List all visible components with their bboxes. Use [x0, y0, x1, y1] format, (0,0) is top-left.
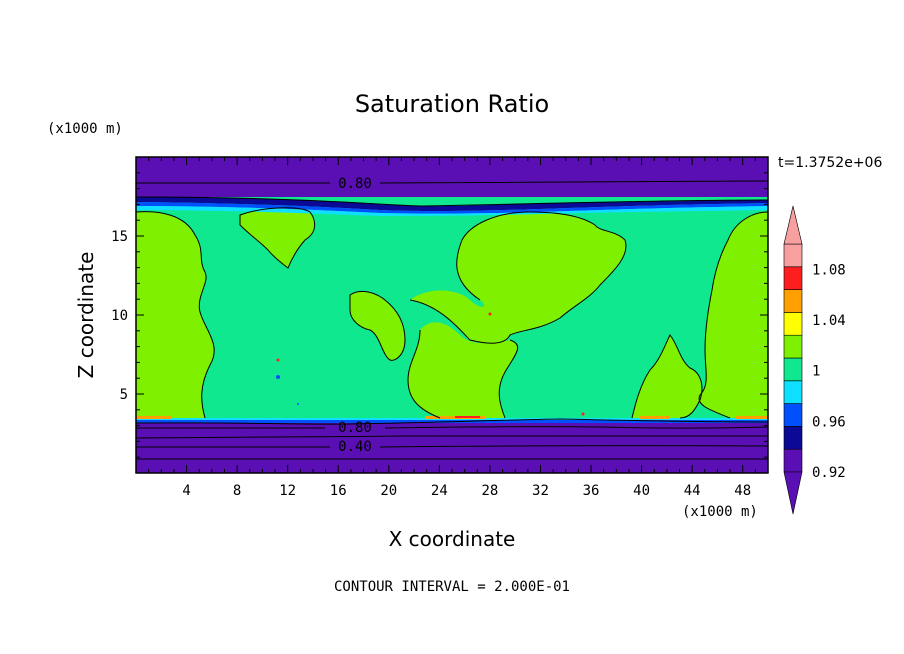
colorbar-swatch: [783, 380, 803, 404]
contour-green-center: [349, 290, 406, 361]
y-tick-label: 10: [111, 308, 128, 324]
contour-green-left: [135, 211, 215, 419]
field-green-island: [240, 207, 315, 268]
contour-green-right2: [631, 334, 703, 419]
colorbar-label: 0.96: [812, 414, 846, 430]
field-green-right: [699, 212, 768, 418]
contour-label-bottom-2: 0.40: [338, 439, 372, 455]
chart-title: Saturation Ratio: [355, 90, 549, 118]
contour-bottom-040: [136, 445, 769, 448]
band-top-deep: [136, 197, 768, 212]
contour-green-island: [239, 207, 316, 269]
y-tick-label: 5: [120, 387, 128, 403]
colorbar-label: 0.92: [812, 465, 846, 481]
x-tick-label: 4: [182, 483, 190, 499]
colorbar-label: 1.04: [812, 313, 846, 329]
field-green-center2: [410, 212, 626, 344]
field-dot-2: [276, 358, 280, 362]
y-axis: 5 10 15: [111, 172, 768, 458]
band-top-blue: [136, 202, 768, 214]
field-green-left: [136, 211, 215, 418]
band-bottom-red: [455, 416, 480, 418]
x-tick-label: 12: [279, 483, 296, 499]
field-dot-5: [581, 412, 585, 416]
band-bottom-orange-3: [640, 416, 670, 419]
y-tick-label: 15: [111, 229, 128, 245]
band-bottom: [136, 423, 768, 473]
x-tick-label: 24: [431, 483, 448, 499]
x-tick-label: 28: [481, 483, 498, 499]
x-axis: 4 8 12 16 20 24 28 32 36 40 44 48: [148, 157, 756, 499]
x-tick-label: 40: [633, 483, 650, 499]
x-tick-label: 20: [380, 483, 397, 499]
colorbar-swatch: [783, 334, 803, 359]
contour-bottom-080: [136, 426, 769, 429]
colorbar-swatch: [783, 403, 803, 427]
y-axis-title: Z coordinate: [74, 252, 98, 379]
x-tick-label: 36: [583, 483, 600, 499]
colorbar-swatch: [783, 243, 803, 268]
colorbar-swatch: [783, 266, 803, 290]
band-top-cyan: [136, 206, 768, 216]
contour-bottom-edge: [135, 418, 769, 425]
contour-label-top: 0.80: [338, 176, 372, 192]
field-dot-3: [297, 403, 299, 405]
contour-green-center2: [409, 211, 627, 344]
footer-contour-interval: CONTOUR INTERVAL = 2.000E-01: [334, 579, 570, 595]
colorbar-under-arrow: [783, 471, 803, 515]
colorbar-label: 1.08: [812, 262, 846, 278]
x-axis-title: X coordinate: [389, 527, 516, 551]
x-tick-label: 48: [734, 483, 751, 499]
band-bottom-orange-1: [136, 416, 171, 419]
contour-top-edge: [135, 196, 769, 207]
contour-label-bottom-1: 0.80: [338, 420, 372, 436]
x-tick-label: 32: [532, 483, 549, 499]
field-dot-4: [488, 312, 492, 316]
contour-green-bottom: [407, 329, 519, 419]
band-bottom-orange-4: [735, 416, 768, 419]
contour-top-080: [136, 180, 769, 184]
band-top: [136, 157, 768, 197]
colorbar-swatch: [783, 312, 803, 336]
x-tick-label: 8: [233, 483, 241, 499]
colorbar-swatch: [783, 289, 803, 313]
x-tick-label: 44: [684, 483, 701, 499]
field-green-right2: [632, 335, 702, 418]
x-tick-label: 16: [330, 483, 347, 499]
field-dot-1: [276, 375, 280, 379]
colorbar-over-arrow: [783, 205, 803, 245]
contour-green-right: [698, 211, 769, 419]
colorbar-label: 1: [812, 364, 820, 380]
y-unit-label: (x1000 m): [47, 121, 123, 137]
colorbar-swatch: [783, 357, 803, 382]
colorbar-swatch: [783, 448, 803, 473]
field-green-bottom: [408, 322, 518, 418]
field-green-center: [350, 291, 405, 361]
x-unit-label: (x1000 m): [682, 504, 758, 520]
time-label: t=1.3752e+06: [778, 155, 882, 171]
plot-area: 0.80 0.80 0.40: [135, 156, 769, 474]
colorbar: 1.08 1.04 1 0.96 0.92: [783, 205, 846, 515]
contour-bottom-060: [135, 435, 769, 439]
colorbar-swatch: [783, 426, 803, 450]
